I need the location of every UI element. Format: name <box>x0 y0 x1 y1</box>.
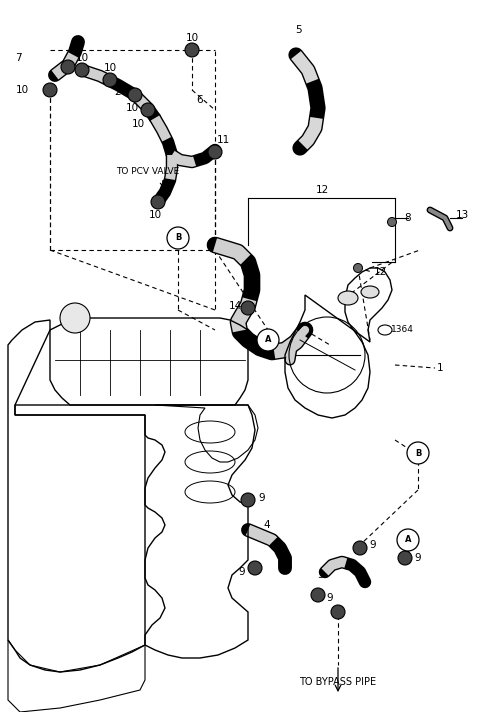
Circle shape <box>311 588 325 602</box>
Circle shape <box>241 493 255 507</box>
Circle shape <box>185 43 199 57</box>
Circle shape <box>151 195 165 209</box>
Circle shape <box>353 263 362 273</box>
Text: 10: 10 <box>15 85 29 95</box>
Circle shape <box>397 529 419 551</box>
Text: 10: 10 <box>103 63 117 73</box>
Ellipse shape <box>361 286 379 298</box>
Circle shape <box>103 73 117 87</box>
Circle shape <box>248 561 262 575</box>
Text: TO PCV VALVE: TO PCV VALVE <box>116 167 180 177</box>
Text: 9: 9 <box>327 593 333 603</box>
Circle shape <box>60 303 90 333</box>
Text: 9: 9 <box>239 567 245 577</box>
Ellipse shape <box>338 291 358 305</box>
Text: B: B <box>175 234 181 243</box>
Text: 14: 14 <box>228 301 241 311</box>
Text: 5: 5 <box>295 25 301 35</box>
Circle shape <box>167 227 189 249</box>
Text: 7: 7 <box>15 53 21 63</box>
Text: 10: 10 <box>75 53 89 63</box>
Text: 1364: 1364 <box>391 325 413 335</box>
Text: 8: 8 <box>405 213 411 223</box>
Text: 13: 13 <box>456 210 468 220</box>
Circle shape <box>128 88 142 102</box>
Circle shape <box>353 541 367 555</box>
Text: 10: 10 <box>148 210 162 220</box>
Text: 2: 2 <box>115 87 121 97</box>
Text: 12: 12 <box>373 267 386 277</box>
Circle shape <box>61 60 75 74</box>
Text: A: A <box>265 335 271 345</box>
Text: TO BYPASS PIPE: TO BYPASS PIPE <box>300 677 377 687</box>
Circle shape <box>241 301 255 315</box>
Text: 1: 1 <box>437 363 444 373</box>
Circle shape <box>407 442 429 464</box>
Text: 10: 10 <box>185 33 199 43</box>
Text: 9: 9 <box>370 540 376 550</box>
Text: B: B <box>415 449 421 458</box>
Text: 6: 6 <box>197 95 204 105</box>
Text: 10: 10 <box>132 119 144 129</box>
Circle shape <box>257 329 279 351</box>
Circle shape <box>398 551 412 565</box>
Text: 4: 4 <box>264 520 270 530</box>
Circle shape <box>141 103 155 117</box>
Circle shape <box>387 217 396 226</box>
Text: 3: 3 <box>317 570 324 580</box>
Circle shape <box>75 63 89 77</box>
Text: 11: 11 <box>216 135 229 145</box>
Text: 10: 10 <box>125 103 139 113</box>
Text: A: A <box>405 535 411 545</box>
Circle shape <box>43 83 57 97</box>
Text: 9: 9 <box>259 493 265 503</box>
Text: 9: 9 <box>415 553 421 563</box>
Text: 12: 12 <box>315 185 329 195</box>
Circle shape <box>331 605 345 619</box>
Circle shape <box>208 145 222 159</box>
